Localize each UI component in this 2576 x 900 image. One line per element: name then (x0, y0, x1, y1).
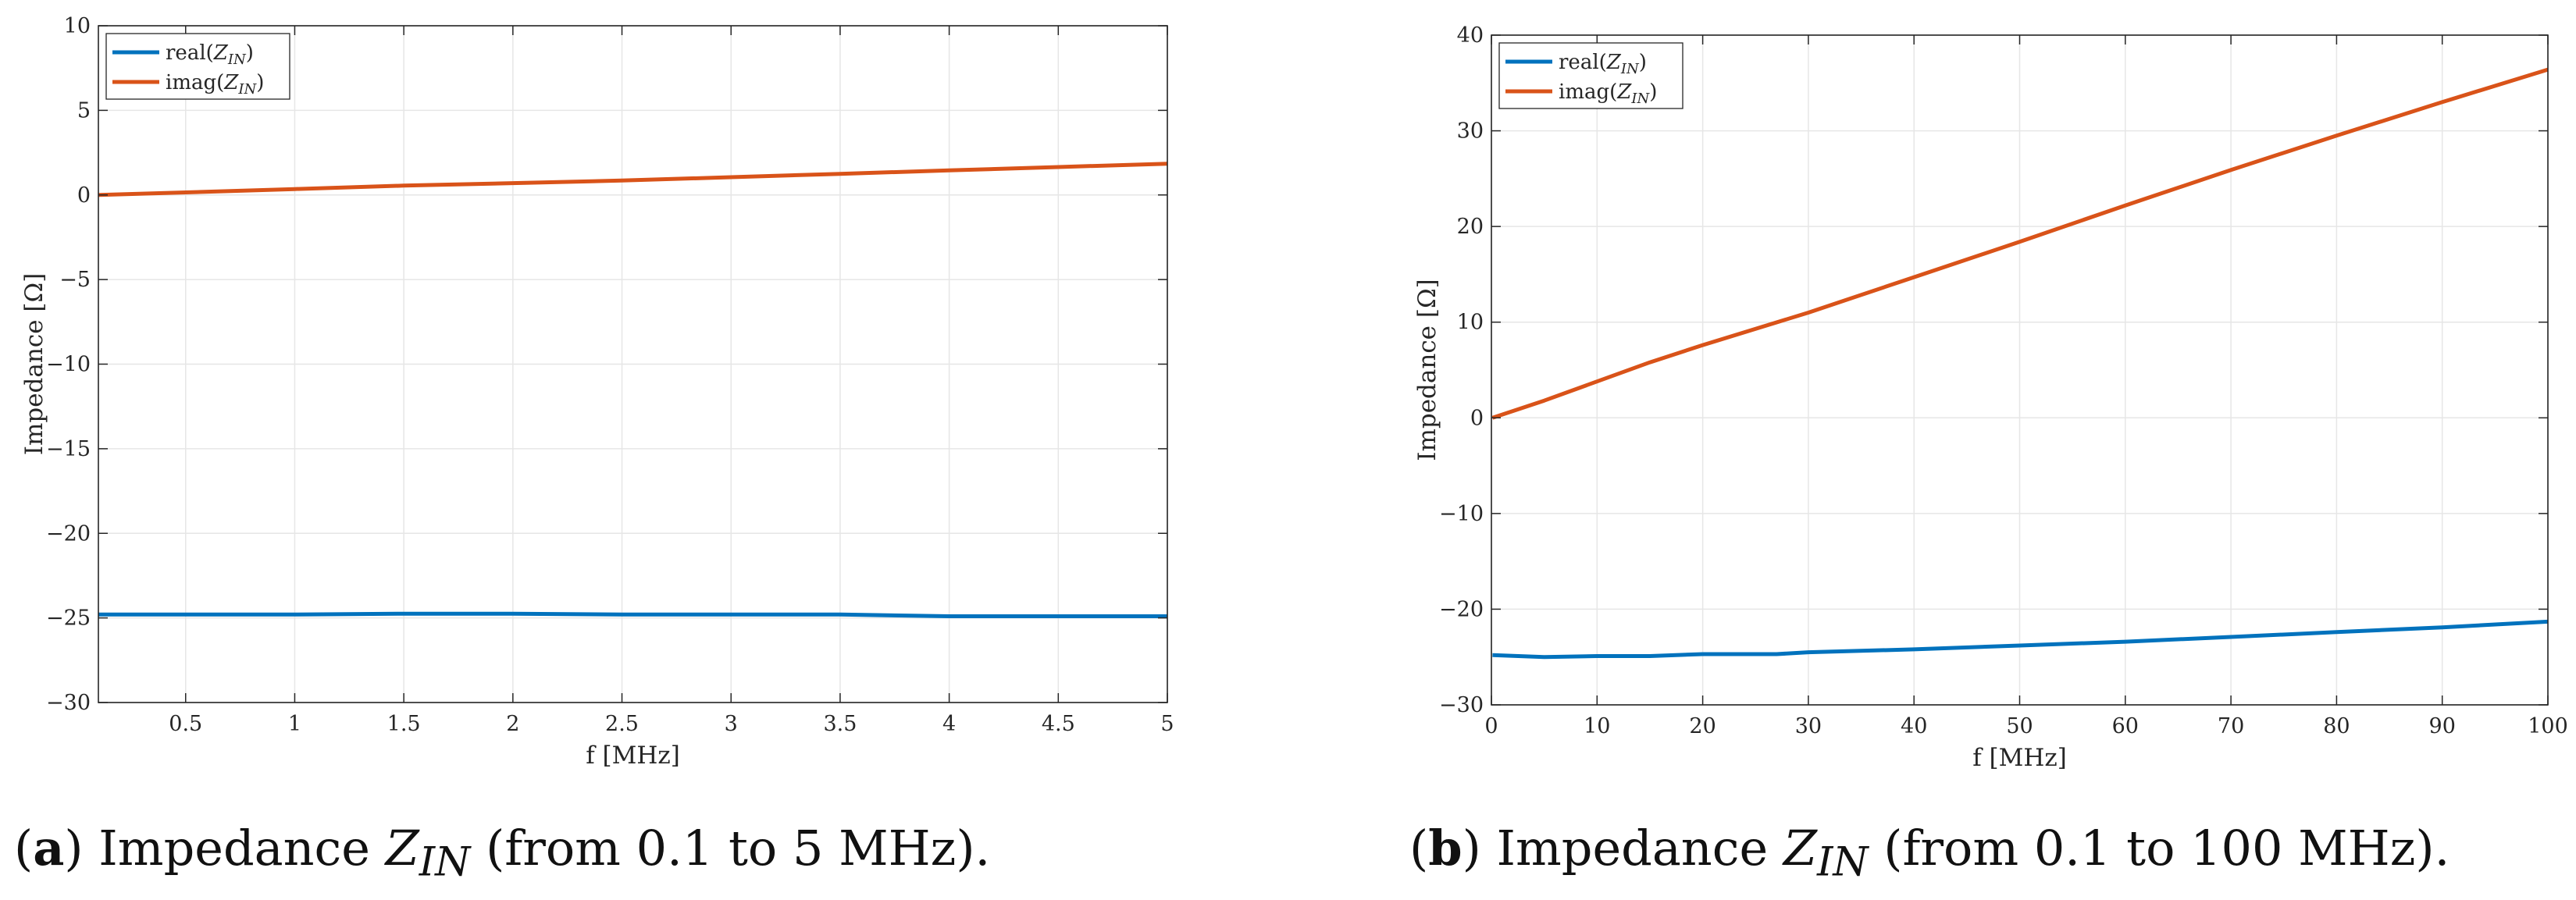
y-tick-label: −25 (46, 607, 91, 631)
chart-b: 0 10 20 30 40 50 60 70 80 90 100 −30 −20 −10 0 10 20 30 40… (1413, 23, 2568, 772)
caption-a-letter: a (33, 820, 65, 877)
caption-b-sub: IN (1816, 838, 1869, 886)
x-tick-label: 4 (942, 712, 956, 736)
caption-b: (b) Impedance ZIN (from 0.1 to 100 MHz). (1409, 820, 2450, 886)
x-tick-label: 2.5 (605, 712, 639, 736)
x-tick-label: 1 (288, 712, 301, 736)
legend-label-real: real(ZIN) (1559, 51, 1647, 77)
y-tick-label: 40 (1457, 23, 1484, 48)
y-axis-label: Impedance [Ω] (1413, 279, 1441, 461)
x-tick-label: 90 (2429, 714, 2456, 738)
y-tick-label: 20 (1457, 215, 1484, 239)
y-tick-label: 10 (1457, 311, 1484, 335)
caption-a-range: (from 0.1 to 5 MHz). (470, 820, 991, 877)
x-tick-label: 3 (725, 712, 738, 736)
y-tick-label: −30 (46, 691, 91, 715)
x-tick-label: 3.5 (823, 712, 857, 736)
x-tick-label: 0 (1484, 714, 1498, 738)
x-axis-label: f [MHz] (1972, 744, 2067, 772)
series-line-imag (98, 162, 1168, 197)
chart-a: 0.5 1 1.5 2 2.5 3 3.5 4 4.5 5 −30 −25 −20 −15 −10 −5 0 5 1… (20, 14, 1174, 770)
y-tick-label: 0 (77, 183, 91, 208)
series-line-real (98, 611, 1167, 618)
y-tick-label: −10 (1439, 502, 1484, 526)
x-axis-label: f [MHz] (586, 742, 680, 770)
legend-label-imag: imag(ZIN) (166, 71, 264, 98)
caption-b-letter: b (1428, 820, 1463, 877)
caption-a-sub: IN (419, 838, 471, 886)
y-tick-label: −10 (46, 353, 91, 377)
x-tick-label: 5 (1160, 712, 1174, 736)
x-tick-label: 4.5 (1042, 712, 1075, 736)
legend-box (1498, 42, 1683, 109)
y-tick-label: 30 (1457, 119, 1484, 144)
y-tick-label: −5 (59, 268, 91, 292)
series-line-real (1492, 619, 2549, 660)
caption-b-range: (from 0.1 to 100 MHz). (1868, 820, 2450, 877)
x-tick-label: 40 (1901, 714, 1927, 738)
legend-label-imag: imag(ZIN) (1559, 80, 1657, 107)
x-tick-label: 1.5 (387, 712, 421, 736)
x-tick-label: 100 (2528, 714, 2568, 738)
legend-label-real: real(ZIN) (166, 41, 254, 68)
y-tick-label: 5 (77, 98, 91, 123)
legend-box (105, 33, 290, 100)
y-tick-label: 0 (1470, 406, 1484, 430)
x-tick-label: 10 (1584, 714, 1610, 738)
y-tick-label: −15 (46, 437, 91, 461)
x-tick-label: 70 (2218, 714, 2244, 738)
y-axis-label: Impedance [Ω] (20, 273, 48, 456)
x-tick-label: 60 (2112, 714, 2139, 738)
caption-a-text: Impedance (98, 820, 386, 877)
caption-a: (a) Impedance ZIN (from 0.1 to 5 MHz). (14, 820, 991, 886)
y-tick-label: 10 (64, 14, 91, 38)
x-tick-label: 2 (506, 712, 519, 736)
y-tick-label: −30 (1439, 693, 1484, 717)
y-tick-label: −20 (1439, 597, 1484, 621)
series-line-imag (1491, 67, 2549, 420)
x-tick-label: 20 (1689, 714, 1716, 738)
x-tick-label: 80 (2323, 714, 2350, 738)
x-tick-label: 0.5 (169, 712, 202, 736)
x-tick-label: 30 (1795, 714, 1822, 738)
y-tick-label: −20 (46, 521, 91, 546)
caption-b-var: Z (1783, 820, 1817, 877)
x-tick-label: 50 (2006, 714, 2033, 738)
caption-b-text: Impedance (1496, 820, 1783, 877)
caption-a-var: Z (385, 820, 419, 877)
